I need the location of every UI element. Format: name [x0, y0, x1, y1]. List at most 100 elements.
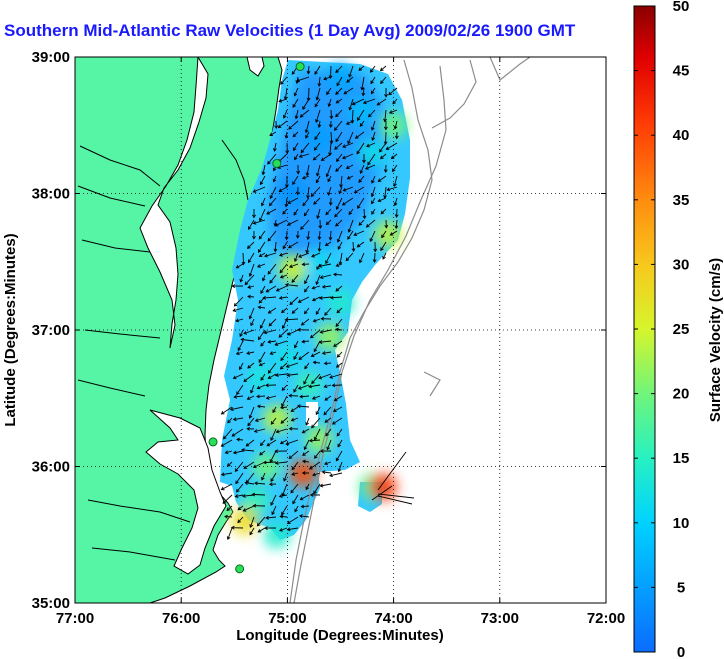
velocity-vector — [316, 87, 321, 100]
velocity-vector-head — [275, 429, 280, 434]
velocity-vector-head — [345, 165, 350, 169]
velocity-vector-head — [312, 156, 317, 161]
velocity-vector-head — [348, 73, 352, 78]
velocity-vector-head — [234, 468, 239, 472]
velocity-vector — [221, 439, 233, 447]
velocity-vector — [293, 384, 299, 393]
velocity-vector-head — [393, 202, 398, 207]
velocity-vector — [221, 406, 233, 415]
gap-white — [306, 402, 318, 426]
velocity-vector — [280, 351, 288, 361]
velocity-vector — [275, 340, 288, 346]
velocity-vector-head — [265, 515, 270, 520]
velocity-vector-head — [222, 435, 227, 440]
velocity-vector-head — [254, 481, 258, 486]
velocity-vector — [371, 87, 376, 94]
velocity-vector — [307, 186, 310, 199]
velocity-vector-head — [281, 325, 286, 330]
velocity-vector-head — [335, 168, 339, 172]
velocity-vector — [258, 306, 266, 309]
velocity-vector-head — [304, 288, 308, 293]
velocity-vector — [329, 142, 332, 156]
velocity-vector-head — [267, 339, 272, 344]
velocity-vector — [346, 164, 354, 169]
velocity-vector-head — [361, 92, 366, 97]
velocity-vector-head — [335, 287, 340, 292]
velocity-vector-head — [335, 69, 339, 74]
velocity-vector-head — [289, 301, 294, 306]
velocity-vector-head — [313, 201, 317, 205]
velocity-vector-head — [290, 417, 295, 422]
velocity-vector-head — [265, 396, 270, 400]
velocity-vector — [293, 142, 299, 151]
velocity-vector — [361, 76, 365, 90]
velocity-vector-head — [311, 424, 315, 429]
velocity-vector-head — [326, 446, 330, 451]
velocity-vector — [311, 373, 321, 384]
velocity-vector-head — [304, 280, 308, 285]
velocity-vector-head — [359, 123, 364, 127]
velocity-vector-head — [248, 259, 252, 264]
velocity-vector — [247, 417, 255, 426]
speed-cell — [294, 370, 323, 399]
velocity-vector — [248, 252, 255, 263]
velocity-vector-head — [227, 419, 231, 424]
velocity-vector — [300, 395, 310, 398]
velocity-vector — [230, 406, 244, 411]
velocity-vector-head — [278, 188, 283, 192]
velocity-vector — [378, 175, 387, 182]
velocity-vector-head — [336, 158, 340, 163]
velocity-vector — [318, 230, 321, 240]
velocity-vector-head — [302, 202, 306, 207]
velocity-vector-head — [383, 126, 388, 131]
velocity-vector-head — [241, 448, 245, 453]
velocity-vector — [332, 417, 343, 425]
velocity-vector — [244, 274, 255, 285]
velocity-vector-head — [359, 170, 364, 174]
velocity-vector-head — [342, 187, 347, 192]
velocity-vector-head — [260, 342, 264, 347]
velocity-vector — [291, 406, 299, 412]
velocity-vector-head — [384, 94, 388, 98]
velocity-vector-head — [261, 476, 265, 481]
velocity-vector — [269, 274, 277, 284]
colorbar-tick-label: 20 — [673, 386, 690, 403]
velocity-vector — [294, 153, 299, 160]
velocity-vector-head — [256, 385, 261, 390]
velocity-vector — [336, 362, 343, 368]
velocity-vector — [279, 527, 288, 532]
velocity-vector-head — [376, 101, 381, 106]
x-tick-label: 72:00 — [587, 610, 625, 627]
gridlines — [75, 57, 606, 603]
velocity-vector-head — [292, 104, 296, 108]
velocity-vector — [253, 219, 266, 224]
velocity-vector — [315, 274, 321, 285]
speed-cell — [358, 138, 387, 167]
velocity-vector — [347, 131, 354, 144]
velocity-vector-head — [232, 417, 237, 422]
velocity-vector-head — [258, 253, 263, 258]
x-axis-title: Longitude (Degrees:Minutes) — [236, 627, 444, 644]
velocity-vector-head — [389, 232, 394, 236]
velocity-vector — [245, 439, 255, 447]
velocity-vector — [290, 483, 299, 494]
velocity-vector-head — [351, 101, 356, 106]
velocity-vector-head — [246, 426, 251, 431]
velocity-vector-head — [353, 232, 358, 236]
velocity-vector-outlier — [377, 495, 413, 505]
velocity-vector — [316, 263, 321, 270]
velocity-vector-head — [319, 449, 324, 453]
radar-site-marker — [272, 158, 282, 168]
velocity-vector-head — [236, 391, 240, 396]
velocity-vector-head — [336, 82, 340, 87]
velocity-vector — [323, 406, 332, 415]
velocity-vector-head — [256, 394, 260, 399]
velocity-vector — [336, 428, 343, 437]
velocity-vector-head — [365, 143, 370, 148]
velocity-vector-head — [328, 75, 333, 80]
velocity-vector-head — [358, 259, 363, 264]
velocity-vector-head — [302, 106, 306, 110]
speed-cell — [305, 247, 334, 276]
velocity-vector — [247, 395, 255, 400]
velocity-vector-head — [281, 387, 286, 391]
